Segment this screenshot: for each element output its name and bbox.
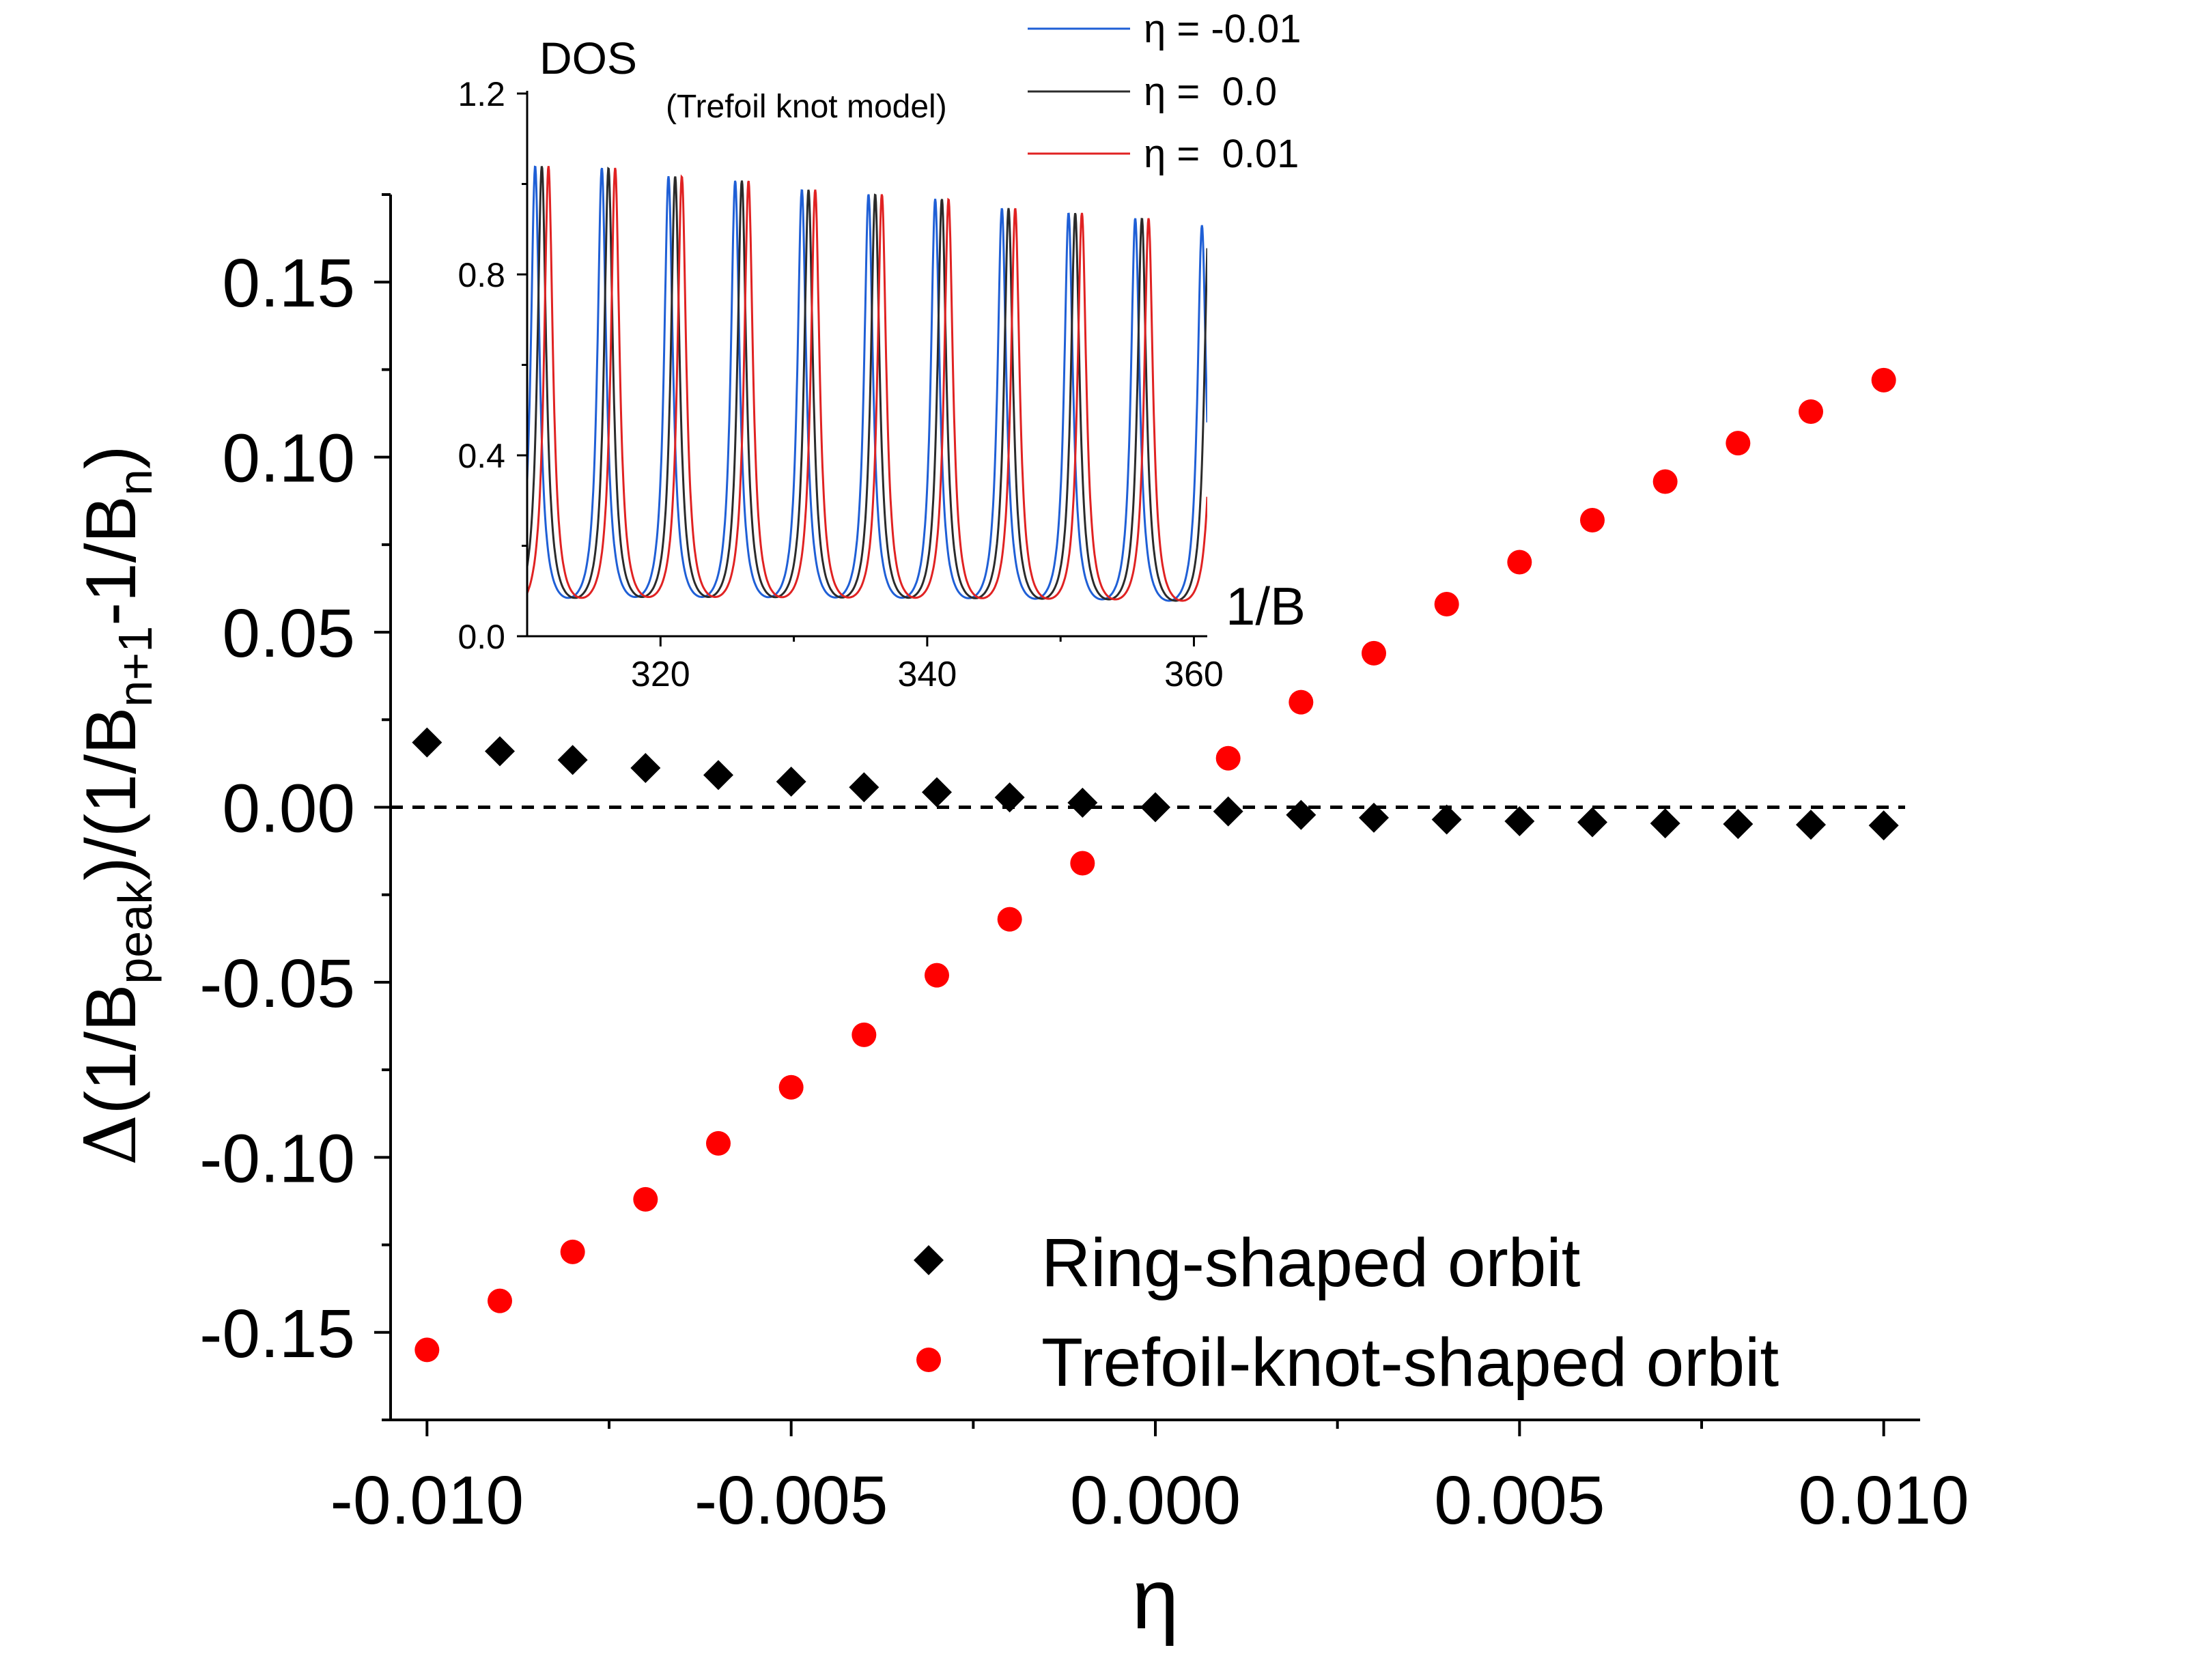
inset-title: DOS [539, 33, 637, 83]
trefoil-orbit-point [706, 1130, 731, 1156]
ring-orbit-point [412, 727, 442, 758]
ring-orbit-point [1286, 799, 1317, 830]
main-x-tick-label: 0.010 [1799, 1462, 1969, 1539]
trefoil-orbit-point [488, 1288, 512, 1313]
legend-label: Ring-shaped orbit [1041, 1225, 1581, 1301]
ring-orbit-point [1359, 802, 1389, 833]
ring-orbit-point [922, 777, 952, 808]
ring-orbit-point [1504, 806, 1535, 837]
ring-orbit-point [1577, 807, 1607, 838]
ring-orbit-point [703, 760, 733, 791]
ring-orbit-point [485, 736, 515, 767]
inset-x-tick-label: 320 [631, 655, 690, 694]
inset-subtitle: (Trefoil knot model) [666, 89, 947, 125]
ring-orbit-point [1796, 810, 1826, 840]
ring-orbit-point [1140, 792, 1170, 823]
inset-y-tick-label: 0.4 [458, 437, 505, 475]
trefoil-orbit-point [1871, 367, 1896, 393]
main-chart: -0.010 -0.005 0.000 0.005 0.010 -0.15 -0.10 -0.… [69, 193, 1969, 1647]
inset-legend: η = -0.01 η = 0.0 η = 0.01 [1028, 7, 1301, 176]
inset-series [527, 165, 1207, 602]
ring-orbit-point [1431, 804, 1462, 835]
trefoil-orbit-point [1289, 689, 1314, 715]
inset-legend-label: η = -0.01 [1144, 7, 1301, 51]
ring-orbit-point [1067, 787, 1098, 818]
dos-curve-2 [527, 166, 1207, 602]
inset-y-tick-label: 0.0 [458, 618, 505, 656]
legend-ring-marker [914, 1245, 944, 1275]
trefoil-orbit-point [633, 1186, 658, 1212]
main-y-tick-label: -0.15 [199, 1296, 355, 1372]
trefoil-orbit-point [1507, 550, 1532, 575]
main-y-tick-label: 0.10 [222, 421, 355, 497]
main-y-tick-label: 0.15 [222, 245, 355, 322]
trefoil-orbit-point [925, 963, 949, 988]
main-x-axis-label: η [1132, 1552, 1179, 1647]
dos-curve-1 [527, 166, 1207, 602]
dos-curve-0 [527, 165, 1207, 602]
main-ticks: -0.010 -0.005 0.000 0.005 0.010 -0.15 -0.10 -0.… [199, 193, 1969, 1539]
trefoil-orbit-point [1799, 399, 1823, 424]
ring-orbit-point [557, 745, 588, 775]
main-series [412, 367, 1899, 1363]
trefoil-orbit-point [1434, 592, 1459, 617]
trefoil-orbit-point [560, 1239, 585, 1264]
legend-label: Trefoil-knot-shaped orbit [1041, 1324, 1779, 1401]
main-y-tick-label: 0.00 [222, 771, 355, 847]
ring-orbit-point [630, 753, 661, 784]
inset-chart: 320 340 360 0.0 0.4 0.8 1.2 DOS (Trefoil knot … [458, 7, 1306, 694]
inset-y-tick-label: 0.8 [458, 256, 505, 294]
trefoil-orbit-point [414, 1337, 440, 1363]
ring-orbit-point [849, 772, 879, 803]
main-y-axis-label: Δ(1/Bpeak)/(1/Bn+1-1/Bn) [69, 446, 162, 1166]
ring-orbit-point [776, 767, 806, 797]
main-legend: Ring-shaped orbit Trefoil-knot-shaped orb… [914, 1225, 1779, 1401]
trefoil-orbit-point [851, 1022, 877, 1047]
trefoil-orbit-point [1070, 851, 1095, 876]
inset-ticks: 320 340 360 0.0 0.4 0.8 1.2 [458, 75, 1223, 694]
legend-trefoil-marker [916, 1348, 941, 1372]
y-label-suffix: ) [72, 446, 151, 470]
inset-legend-label: η = 0.01 [1144, 132, 1299, 176]
inset-y-tick-label: 1.2 [458, 75, 505, 113]
trefoil-orbit-point [1362, 640, 1386, 666]
trefoil-orbit-point [1580, 507, 1605, 532]
trefoil-orbit-point [997, 907, 1022, 932]
y-label-prefix: (1/B [72, 984, 151, 1115]
main-x-tick-label: -0.010 [330, 1462, 524, 1539]
ring-orbit-point [1868, 810, 1899, 841]
y-label-mid1: )/(1/B [72, 707, 151, 881]
y-label-sub-n: n [109, 469, 162, 496]
ring-orbit-point [1723, 809, 1754, 840]
y-label-delta: Δ [69, 1114, 152, 1165]
main-x-tick-label: 0.005 [1434, 1462, 1605, 1539]
main-y-tick-label: 0.05 [222, 595, 355, 672]
inset-x-tick-label: 360 [1164, 655, 1224, 694]
main-y-tick-label: -0.10 [199, 1120, 355, 1197]
y-label-sub-peak: peak [109, 880, 162, 984]
ring-orbit-point [1650, 808, 1680, 839]
trefoil-orbit-point [1215, 745, 1241, 771]
main-x-tick-label: -0.005 [694, 1462, 888, 1539]
inset-line-group [527, 165, 1207, 602]
main-x-tick-label: 0.000 [1070, 1462, 1241, 1539]
main-y-tick-label: -0.05 [199, 945, 355, 1022]
y-label-sub-n1: n+1 [109, 626, 162, 707]
y-label-mid2: -1/B [72, 496, 151, 626]
inset-legend-label: η = 0.0 [1144, 70, 1277, 114]
ring-orbit-point [994, 782, 1025, 813]
inset-x-axis-label: 1/B [1226, 576, 1306, 636]
inset-x-tick-label: 340 [897, 655, 957, 694]
trefoil-orbit-point [1652, 469, 1678, 494]
trefoil-orbit-point [1726, 431, 1751, 456]
trefoil-orbit-point [778, 1074, 804, 1100]
ring-orbit-point [1213, 796, 1243, 827]
